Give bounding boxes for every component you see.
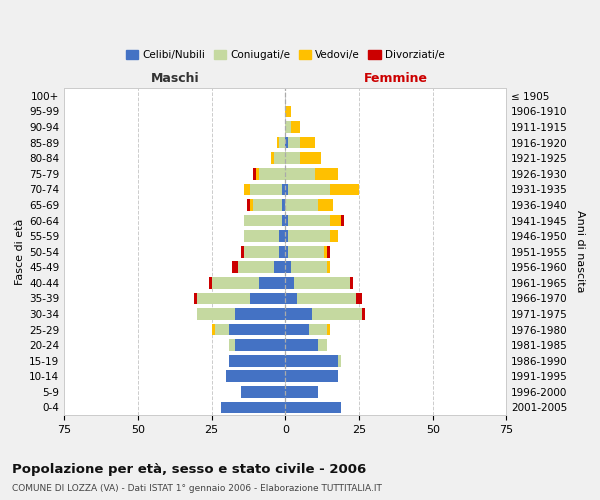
Bar xyxy=(238,262,274,273)
Bar xyxy=(294,277,350,288)
Bar xyxy=(341,214,344,226)
Bar xyxy=(259,277,286,288)
Bar xyxy=(309,324,326,336)
Bar xyxy=(283,199,286,211)
Bar xyxy=(280,137,286,148)
Text: COMUNE DI LOZZA (VA) - Dati ISTAT 1° gennaio 2006 - Elaborazione TUTTITALIA.IT: COMUNE DI LOZZA (VA) - Dati ISTAT 1° gen… xyxy=(12,484,382,493)
Bar xyxy=(286,386,318,398)
Bar xyxy=(326,246,329,258)
Bar xyxy=(286,324,309,336)
Bar xyxy=(300,152,321,164)
Bar xyxy=(250,292,286,304)
Bar xyxy=(226,370,286,382)
Bar xyxy=(197,292,250,304)
Bar xyxy=(250,184,283,195)
Bar xyxy=(286,152,300,164)
Bar xyxy=(244,246,280,258)
Bar xyxy=(286,230,289,242)
Bar xyxy=(329,184,359,195)
Bar xyxy=(277,137,280,148)
Bar xyxy=(253,199,283,211)
Bar xyxy=(286,370,338,382)
Bar xyxy=(194,292,197,304)
Text: Popolazione per età, sesso e stato civile - 2006: Popolazione per età, sesso e stato civil… xyxy=(12,462,366,475)
Bar xyxy=(329,214,341,226)
Bar xyxy=(286,277,294,288)
Bar xyxy=(286,137,289,148)
Legend: Celibi/Nubili, Coniugati/e, Vedovi/e, Divorziati/e: Celibi/Nubili, Coniugati/e, Vedovi/e, Di… xyxy=(122,46,449,64)
Bar xyxy=(212,277,259,288)
Bar xyxy=(215,324,229,336)
Bar xyxy=(274,262,286,273)
Bar xyxy=(289,184,329,195)
Bar xyxy=(280,230,286,242)
Bar xyxy=(244,230,280,242)
Bar xyxy=(289,137,300,148)
Bar xyxy=(286,121,291,133)
Bar xyxy=(283,184,286,195)
Bar xyxy=(289,246,323,258)
Bar xyxy=(318,199,332,211)
Bar xyxy=(253,168,256,179)
Y-axis label: Anni di nascita: Anni di nascita xyxy=(575,210,585,293)
Bar xyxy=(286,214,289,226)
Bar xyxy=(338,355,341,366)
Bar xyxy=(274,152,286,164)
Bar xyxy=(312,308,362,320)
Bar xyxy=(259,168,286,179)
Bar xyxy=(286,308,312,320)
Bar xyxy=(232,262,238,273)
Bar xyxy=(241,386,286,398)
Bar xyxy=(350,277,353,288)
Bar xyxy=(235,340,286,351)
Bar xyxy=(241,246,244,258)
Bar xyxy=(286,402,341,413)
Bar xyxy=(286,292,297,304)
Bar xyxy=(271,152,274,164)
Bar xyxy=(329,230,338,242)
Bar xyxy=(291,262,326,273)
Bar xyxy=(286,246,289,258)
Text: Maschi: Maschi xyxy=(151,72,199,85)
Bar xyxy=(286,199,318,211)
Bar xyxy=(291,121,300,133)
Bar xyxy=(221,402,286,413)
Bar xyxy=(286,184,289,195)
Bar xyxy=(318,340,326,351)
Text: Femmine: Femmine xyxy=(364,72,428,85)
Bar xyxy=(235,308,286,320)
Bar xyxy=(209,277,212,288)
Bar xyxy=(362,308,365,320)
Bar xyxy=(286,262,291,273)
Bar xyxy=(323,246,326,258)
Bar xyxy=(212,324,215,336)
Bar xyxy=(300,137,315,148)
Bar xyxy=(229,324,286,336)
Bar xyxy=(244,214,283,226)
Bar xyxy=(229,355,286,366)
Bar xyxy=(289,214,329,226)
Bar xyxy=(289,230,329,242)
Bar xyxy=(197,308,235,320)
Y-axis label: Fasce di età: Fasce di età xyxy=(15,218,25,285)
Bar xyxy=(297,292,356,304)
Bar xyxy=(247,199,250,211)
Bar xyxy=(326,262,329,273)
Bar xyxy=(229,340,235,351)
Bar xyxy=(286,355,338,366)
Bar xyxy=(256,168,259,179)
Bar xyxy=(286,106,291,118)
Bar xyxy=(286,168,315,179)
Bar xyxy=(315,168,338,179)
Bar xyxy=(280,246,286,258)
Bar xyxy=(244,184,250,195)
Bar xyxy=(356,292,362,304)
Bar xyxy=(286,340,318,351)
Bar xyxy=(283,214,286,226)
Bar xyxy=(326,324,329,336)
Bar xyxy=(250,199,253,211)
